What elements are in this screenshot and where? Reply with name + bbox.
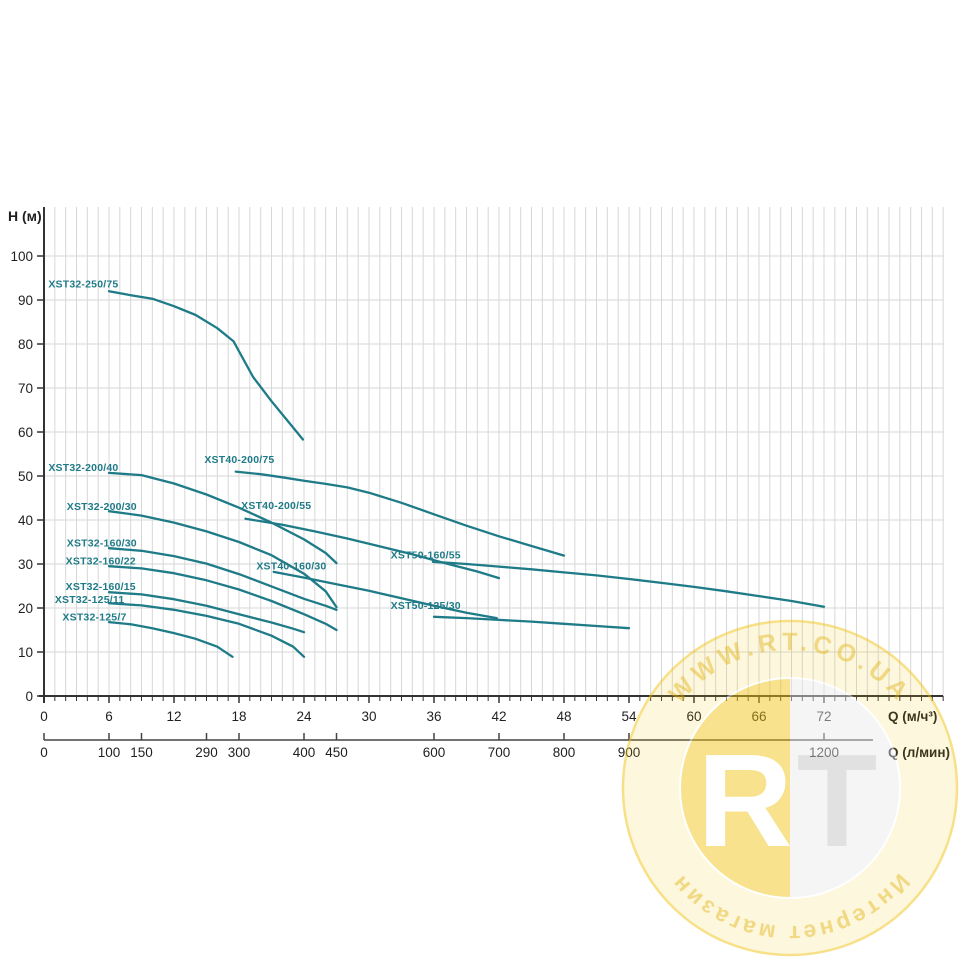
- x-tick-label: 0: [40, 709, 48, 724]
- x-axis2-tick-label: 150: [130, 745, 153, 760]
- y-tick-label: 100: [10, 249, 33, 264]
- curve-label-XST32-125/7: XST32-125/7: [62, 612, 126, 624]
- x-axis-lmin-title: Q (л/мин): [888, 745, 950, 760]
- x-axis2-tick-label: 600: [423, 745, 446, 760]
- curve-XST32-200/40: [107, 471, 338, 565]
- curve-label-XST32-200/30: XST32-200/30: [67, 501, 137, 513]
- x-tick-label: 54: [621, 709, 637, 724]
- x-tick-label: 66: [751, 709, 766, 724]
- curve-XST40-200/55: [244, 517, 501, 580]
- watermark-inner-circle: [679, 677, 901, 899]
- y-tick-label: 90: [18, 293, 33, 308]
- y-tick-label: 0: [25, 689, 33, 704]
- curve-XST50-125/30: [432, 615, 631, 630]
- curve-XST32-200/30: [107, 510, 338, 609]
- curve-label-XST40-160/30: XST40-160/30: [256, 560, 326, 572]
- curve-XST50-160/55: [431, 560, 826, 608]
- x-axis2-tick-label: 1200: [809, 745, 839, 760]
- curve-label-XST32-160/22: XST32-160/22: [66, 555, 136, 567]
- curve-label-XST32-160/30: XST32-160/30: [67, 537, 137, 549]
- x-tick-label: 48: [556, 709, 571, 724]
- watermark-letter-r: R: [697, 727, 792, 874]
- curve-label-XST40-200/55: XST40-200/55: [241, 500, 311, 512]
- x-tick-label: 36: [426, 709, 441, 724]
- x-axis2-tick-label: 300: [228, 745, 251, 760]
- x-tick-label: 30: [361, 709, 376, 724]
- curve-label-XST50-125/30: XST50-125/30: [391, 600, 461, 612]
- x-tick-label: 12: [166, 709, 181, 724]
- x-tick-label: 18: [231, 709, 246, 724]
- x-axis2-tick-label: 400: [293, 745, 316, 760]
- x-axis2-tick-label: 290: [195, 745, 218, 760]
- axes: 0 10 20 30 40 50 60 70 80 90 100 H (м) 0 6 12 18 24 30 36 4…: [8, 207, 950, 760]
- curve-XST32-125/11: [107, 602, 306, 658]
- x-axis2-tick-label: 0: [40, 745, 48, 760]
- x-tick-label: 60: [686, 709, 701, 724]
- curve-XST40-160/30: [272, 570, 498, 620]
- curve-XST40-200/75: [234, 470, 566, 557]
- curve-label-XST32-160/15: XST32-160/15: [66, 581, 136, 593]
- x-axis2-tick-label: 450: [325, 745, 348, 760]
- pump-curves: XST32-250/75 XST32-200/40 XST32-200/30 XST3…: [48, 279, 826, 658]
- curve-XST32-160/22: [107, 565, 338, 632]
- x-axis2-tick-label: 900: [618, 745, 641, 760]
- x-tick-label: 6: [105, 709, 113, 724]
- y-tick-label: 30: [18, 557, 33, 572]
- y-tick-label: 70: [18, 381, 33, 396]
- watermark-disc-left: [680, 678, 790, 898]
- y-tick-label: 50: [18, 469, 33, 484]
- watermark-outer-circle: [621, 619, 959, 957]
- watermark-ring-band: [623, 621, 957, 955]
- y-tick-label: 60: [18, 425, 33, 440]
- x-axis2-tick-label: 700: [488, 745, 511, 760]
- curve-XST32-250/75: [107, 290, 305, 441]
- y-axis-title: H (м): [8, 208, 42, 224]
- x-axis2-tick-label: 100: [98, 745, 121, 760]
- x-tick-label: 72: [816, 709, 831, 724]
- y-tick-label: 10: [18, 645, 33, 660]
- x-tick-label: 42: [491, 709, 506, 724]
- curve-label-XST50-160/55: XST50-160/55: [391, 550, 461, 562]
- y-tick-label: 40: [18, 513, 33, 528]
- curve-label-XST32-200/40: XST32-200/40: [48, 462, 118, 474]
- x-axis-m3h-title: Q (м/ч³): [888, 709, 937, 724]
- curve-label-XST40-200/75: XST40-200/75: [204, 454, 274, 466]
- y-tick-label: 80: [18, 337, 33, 352]
- curve-label-XST32-250/75: XST32-250/75: [48, 279, 118, 291]
- curve-XST32-160/15: [107, 591, 306, 634]
- grid-lines: [44, 207, 944, 696]
- curve-XST32-125/7: [107, 620, 234, 658]
- x-axis2-tick-label: 800: [553, 745, 576, 760]
- watermark-disc-right: [790, 678, 900, 898]
- watermark-letter-t: T: [797, 727, 878, 874]
- y-tick-label: 20: [18, 601, 33, 616]
- curve-XST32-160/30: [107, 547, 338, 611]
- x-tick-label: 24: [296, 709, 312, 724]
- curve-label-XST32-125/11: XST32-125/11: [55, 594, 125, 606]
